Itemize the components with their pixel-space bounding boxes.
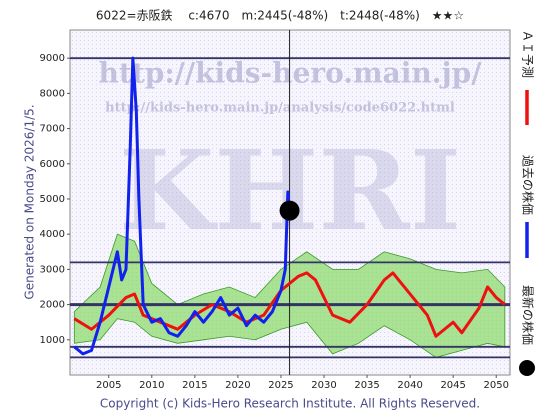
legend-label: ＡＩ予測 [521,30,535,78]
y-tick-label: 5000 [40,194,65,205]
x-tick-label: 2015 [182,380,207,391]
series-line [73,56,292,356]
x-tick-label: 2050 [483,380,508,391]
x-tick-label: 2005 [96,380,121,391]
chart-title: 6022=赤阪鉄 c:4670 m:2445(-48%) t:2448(-48%… [96,8,464,23]
x-tick-label: 2020 [225,380,250,391]
y-tick-label: 8000 [40,88,65,99]
x-tick-label: 2010 [139,380,164,391]
y-tick-label: 6000 [40,159,65,170]
x-tick-label: 2035 [354,380,379,391]
side-text: Generated on Monday 2026/1/5. [23,104,37,299]
y-tick-label: 2000 [40,300,65,311]
latest-point [279,200,300,221]
watermark: http://kids-hero.main.jp/analysis/code60… [105,101,455,116]
x-tick-label: 2040 [397,380,422,391]
footer: Copyright (c) Kids-Hero Research Institu… [100,397,480,411]
legend-label: 最新の株価 [521,285,536,345]
plot-content: http://kids-hero.main.jp/http://kids-her… [70,30,510,375]
y-tick-label: 4000 [40,229,65,240]
y-tick-label: 9000 [40,53,65,64]
legend-label: 過去の株価 [521,155,536,215]
y-tick-label: 3000 [40,264,65,275]
series-line [73,271,506,338]
x-tick-label: 2030 [311,380,336,391]
watermark: http://kids-hero.main.jp/ [99,57,483,90]
x-tick-label: 2025 [268,380,293,391]
y-tick-label: 1000 [40,335,65,346]
x-tick-label: 2045 [440,380,465,391]
y-tick-label: 7000 [40,124,65,135]
legend-swatch [519,360,535,376]
